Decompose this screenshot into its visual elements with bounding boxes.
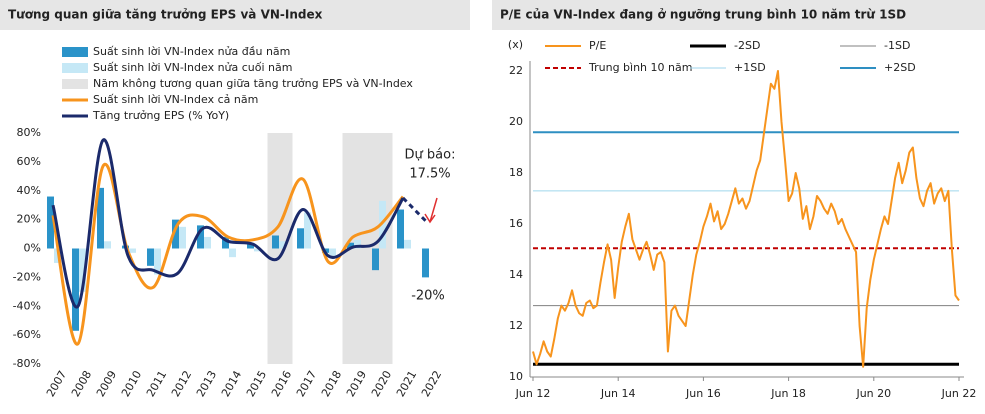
y-tick-label: 20% bbox=[17, 213, 41, 226]
y-tick-label: 18 bbox=[509, 166, 523, 179]
bar bbox=[404, 239, 411, 249]
bar bbox=[197, 225, 204, 249]
x-tick-label: 2009 bbox=[94, 368, 119, 399]
x-tick-label: 2022 bbox=[419, 368, 444, 399]
title-bar bbox=[492, 0, 985, 30]
x-tick-label: 2021 bbox=[394, 368, 419, 399]
x-tick-label: 2014 bbox=[219, 368, 244, 399]
legend-label: Năm không tương quan giữa tăng trưởng EP… bbox=[93, 77, 413, 90]
bar bbox=[72, 248, 79, 331]
bar bbox=[79, 248, 86, 292]
y-tick-label: -40% bbox=[13, 299, 41, 312]
legend-label: Trung bình 10 năm bbox=[588, 61, 692, 74]
legend-label: Suất sinh lời VN-Index nửa cuối năm bbox=[93, 61, 292, 74]
y-tick-label: -60% bbox=[13, 328, 41, 341]
bar bbox=[372, 248, 379, 271]
legend-swatch bbox=[62, 79, 88, 89]
bar bbox=[97, 187, 104, 249]
legend-swatch bbox=[62, 63, 88, 73]
y-tick-label: 0% bbox=[24, 242, 41, 255]
x-tick-label: 2007 bbox=[44, 368, 69, 399]
bar bbox=[222, 236, 229, 249]
title-bar bbox=[0, 0, 470, 30]
chart-title: Tương quan giữa tăng trưởng EPS và VN-In… bbox=[8, 8, 323, 22]
x-tick-label: 2012 bbox=[169, 368, 194, 399]
x-tick-label: Jun 16 bbox=[685, 387, 721, 400]
bar bbox=[347, 242, 354, 249]
line bbox=[51, 162, 405, 346]
y-tick-label: 14 bbox=[509, 268, 523, 281]
data-label: 17.5% bbox=[409, 167, 450, 182]
bar bbox=[204, 236, 211, 249]
y-tick-label: 40% bbox=[17, 184, 41, 197]
x-tick-label: 2017 bbox=[294, 368, 319, 399]
x-tick-label: Jun 12 bbox=[515, 387, 551, 400]
legend-label: Suất sinh lời VN-Index nửa đầu năm bbox=[93, 45, 290, 58]
bar bbox=[154, 248, 161, 275]
y-tick-label: 22 bbox=[509, 64, 523, 77]
y-tick-label: -20% bbox=[13, 270, 41, 283]
bar bbox=[329, 248, 336, 256]
bar bbox=[397, 209, 404, 249]
bar bbox=[247, 244, 254, 249]
bar bbox=[47, 196, 54, 249]
line bbox=[532, 70, 960, 368]
y-tick-label: 12 bbox=[509, 319, 523, 332]
x-tick-label: 2019 bbox=[344, 368, 369, 399]
y-tick-label: 80% bbox=[17, 126, 41, 139]
bar bbox=[304, 212, 311, 249]
data-label: -20% bbox=[411, 289, 445, 304]
legend-label: +2SD bbox=[884, 61, 916, 74]
x-tick-label: Jun 14 bbox=[600, 387, 636, 400]
legend-label: P/E bbox=[589, 39, 606, 52]
bar bbox=[279, 241, 286, 249]
bar bbox=[354, 239, 361, 249]
legend-label: -2SD bbox=[734, 39, 760, 52]
y-tick-label: 20 bbox=[509, 115, 523, 128]
x-tick-label: 2011 bbox=[144, 368, 169, 399]
legend-swatch bbox=[62, 47, 88, 57]
y-axis-label: (x) bbox=[508, 38, 523, 51]
bar bbox=[297, 228, 304, 249]
bar bbox=[147, 248, 154, 266]
x-tick-label: 2020 bbox=[369, 368, 394, 399]
x-tick-label: 2015 bbox=[244, 368, 269, 399]
x-tick-label: 2018 bbox=[319, 368, 344, 399]
x-tick-label: Jun 20 bbox=[855, 387, 891, 400]
bar bbox=[172, 219, 179, 249]
annotation: Dự báo: bbox=[405, 148, 456, 163]
y-tick-label: 60% bbox=[17, 155, 41, 168]
y-tick-label: -80% bbox=[13, 357, 41, 370]
legend-label: Tăng trưởng EPS (% YoY) bbox=[92, 109, 229, 122]
legend-label: -1SD bbox=[884, 39, 910, 52]
forecast-line bbox=[401, 196, 430, 225]
chart-title: P/E của VN-Index đang ở ngưỡng trung bìn… bbox=[500, 8, 906, 22]
bar bbox=[254, 248, 261, 252]
bar bbox=[179, 226, 186, 249]
bar bbox=[229, 248, 236, 258]
bar bbox=[379, 200, 386, 249]
x-tick-label: 2016 bbox=[269, 368, 294, 399]
bar bbox=[422, 248, 429, 278]
y-tick-label: 16 bbox=[509, 217, 523, 230]
forecast-arrow bbox=[424, 197, 438, 224]
x-tick-label: Jun 22 bbox=[941, 387, 977, 400]
x-tick-label: 2008 bbox=[69, 368, 94, 399]
legend-label: +1SD bbox=[734, 61, 766, 74]
bar bbox=[129, 248, 136, 253]
x-tick-label: Jun 18 bbox=[770, 387, 806, 400]
legend-label: Suất sinh lời VN-Index cả năm bbox=[93, 93, 258, 106]
line bbox=[51, 138, 405, 309]
bar bbox=[272, 235, 279, 249]
bar bbox=[104, 241, 111, 249]
x-tick-label: 2010 bbox=[119, 368, 144, 399]
x-tick-label: 2013 bbox=[194, 368, 219, 399]
y-tick-label: 10 bbox=[509, 370, 523, 383]
